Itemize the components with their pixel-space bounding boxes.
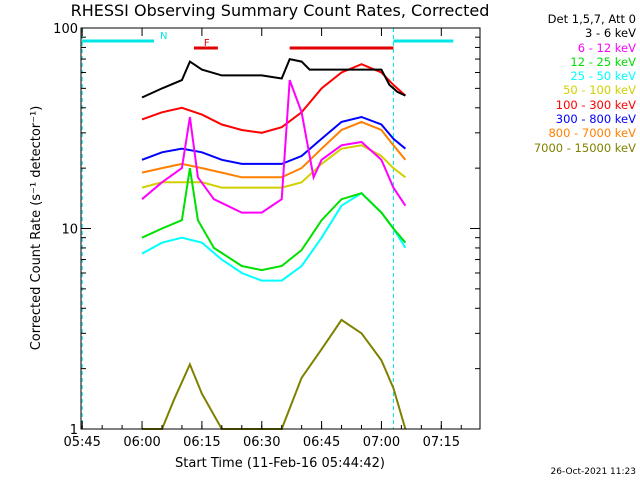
y-tick-label-0: 1 — [70, 423, 78, 438]
legend-item-5: 100 - 300 keV — [555, 97, 636, 112]
legend-item-6: 300 - 800 keV — [555, 112, 636, 127]
legend-item-4: 50 - 100 keV — [563, 83, 636, 98]
flag-bars: NF — [81, 28, 454, 429]
series-line-5 — [141, 63, 407, 134]
x-axis-ticks: 05:45 06:00 06:15 06:30 06:45 07:00 07:15 — [63, 28, 462, 450]
y-tick-label-1: 10 — [61, 223, 78, 238]
x-tick-label-6: 07:15 — [423, 435, 460, 450]
series-lines — [141, 57, 407, 430]
plot-frame — [80, 27, 481, 430]
chart-title: RHESSI Observing Summary Count Rates, Co… — [71, 1, 490, 20]
series-line-6 — [141, 115, 407, 165]
y-axis-label: Corrected Count Rate (s⁻¹ detector⁻¹) — [29, 106, 44, 351]
legend-header: Det 1,5,7, Att 0 — [547, 12, 636, 26]
datestamp: 26-Oct-2021 11:23 — [550, 467, 636, 477]
series-line-8 — [142, 318, 407, 430]
x-tick-label-2: 06:15 — [183, 435, 220, 450]
x-tick-label-4: 06:45 — [303, 435, 340, 450]
legend-item-3: 25 - 50 keV — [570, 69, 636, 84]
legend-item-0: 3 - 6 keV — [585, 26, 636, 41]
x-axis-label: Start Time (11-Feb-16 05:44:42) — [175, 456, 385, 471]
legend-items: 3 - 6 keV 6 - 12 keV 12 - 25 keV 25 - 50 ke… — [486, 26, 636, 155]
series-line-0 — [141, 57, 406, 99]
flag-label-F: F — [204, 38, 210, 49]
legend: Det 1,5,7, Att 0 3 - 6 keV 6 - 12 keV 12 -… — [486, 12, 636, 155]
series-line-7 — [141, 120, 407, 179]
x-tick-label-3: 06:30 — [243, 435, 280, 450]
legend-item-2: 12 - 25 keV — [570, 54, 636, 69]
legend-item-8: 7000 - 15000 keV — [533, 140, 636, 155]
series-line-1 — [141, 79, 407, 214]
series-line-2 — [141, 167, 407, 272]
y-axis-ticks: 1 10 100 — [53, 22, 480, 438]
x-tick-label-1: 06:00 — [123, 435, 160, 450]
legend-item-1: 6 - 12 keV — [577, 40, 636, 55]
x-tick-label-0: 05:45 — [63, 435, 100, 450]
flag-label-N: N — [160, 31, 167, 42]
y-tick-label-2: 100 — [53, 22, 78, 37]
x-tick-label-5: 07:00 — [363, 435, 400, 450]
legend-item-7: 800 - 7000 keV — [548, 126, 636, 141]
